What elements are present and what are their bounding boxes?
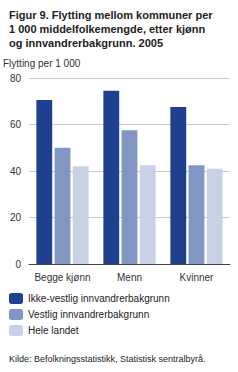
svg-text:Begge kjønn: Begge kjønn [34, 272, 90, 283]
svg-text:40: 40 [10, 166, 22, 177]
svg-text:Menn: Menn [117, 272, 142, 283]
svg-text:Kvinner: Kvinner [180, 272, 215, 283]
svg-text:og innvandrerbakgrunn. 2005: og innvandrerbakgrunn. 2005 [9, 37, 163, 49]
svg-text:Figur 9. Flytting mellom kommu: Figur 9. Flytting mellom kommuner per [9, 9, 213, 21]
svg-text:80: 80 [10, 73, 22, 84]
svg-text:20: 20 [10, 212, 22, 223]
svg-text:Kilde: Befolkningsstatistikk,: Kilde: Befolkningsstatistikk, Statistisk… [9, 354, 206, 364]
svg-text:60: 60 [10, 119, 22, 130]
svg-text:0: 0 [15, 259, 21, 270]
svg-text:Flytting per 1 000: Flytting per 1 000 [3, 58, 81, 69]
svg-text:Hele landet: Hele landet [28, 325, 79, 336]
svg-text:1 000 middelfolkemengde, etter: 1 000 middelfolkemengde, etter kjønn [9, 23, 206, 35]
svg-text:Vestlig innvandrerbakgrunn: Vestlig innvandrerbakgrunn [28, 309, 149, 320]
svg-text:Ikke-vestlig innvandrerbakgrun: Ikke-vestlig innvandrerbakgrunn [28, 293, 170, 304]
